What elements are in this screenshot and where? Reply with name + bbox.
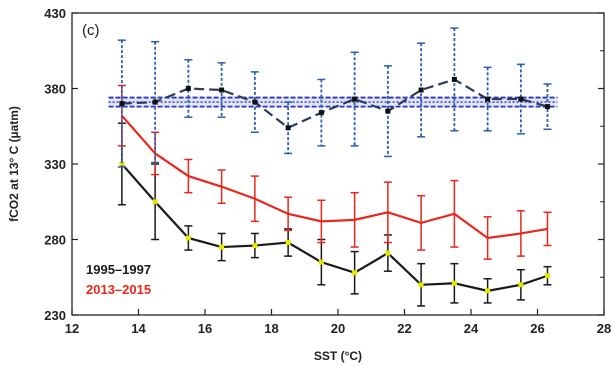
data-point — [544, 104, 550, 110]
x-tick-label: 16 — [198, 321, 212, 336]
data-point — [318, 259, 324, 265]
data-point — [185, 86, 191, 91]
series-layer — [117, 27, 552, 307]
data-point — [485, 96, 491, 102]
data-point — [285, 125, 291, 131]
atmospheric-band — [108, 96, 558, 108]
data-point — [518, 96, 524, 102]
x-tick-label: 12 — [65, 321, 79, 336]
data-point — [352, 270, 358, 276]
data-point — [544, 273, 550, 279]
x-tick-label: 24 — [464, 321, 479, 336]
x-tick-label: 20 — [331, 321, 345, 336]
x-axis-label: SST (°C) — [314, 349, 362, 363]
y-tick-label: 330 — [44, 157, 66, 172]
x-tick-label: 14 — [131, 321, 146, 336]
y-tick-label: 380 — [44, 82, 66, 97]
y-tick-label: 230 — [44, 308, 66, 323]
x-tick-label: 28 — [597, 321, 611, 336]
data-point — [152, 199, 158, 205]
x-tick-label: 22 — [397, 321, 411, 336]
data-point — [285, 240, 291, 246]
data-point — [451, 280, 457, 286]
data-point — [252, 243, 258, 249]
data-point — [119, 161, 125, 167]
data-point — [352, 96, 358, 102]
data-point — [451, 76, 457, 82]
data-point — [219, 87, 225, 93]
data-point — [418, 87, 424, 93]
y-tick-label: 430 — [44, 6, 66, 21]
legend: 1995–1997 2013–2015 — [86, 262, 151, 297]
data-point — [318, 110, 324, 116]
series-third-dataset — [117, 27, 552, 168]
tick-labels: 12 14 16 18 20 22 24 26 28 230 280 330 380 430 — [44, 6, 611, 336]
data-point — [485, 288, 491, 294]
data-point — [418, 282, 424, 288]
legend-label-1995-1997: 1995–1997 — [86, 262, 151, 277]
x-tick-label: 18 — [264, 321, 278, 336]
axis-ticks — [71, 12, 605, 316]
panel-label: (c) — [82, 22, 100, 39]
series-line — [121, 78, 548, 130]
series-2013-2015 — [117, 84, 552, 260]
data-point — [152, 99, 158, 105]
y-tick-label: 280 — [44, 233, 66, 248]
data-point — [185, 235, 191, 241]
series-line — [121, 163, 548, 292]
data-point — [385, 250, 391, 256]
legend-label-2013-2015: 2013–2015 — [86, 282, 151, 297]
series-line — [121, 114, 548, 240]
data-point — [518, 282, 524, 288]
data-point — [385, 108, 391, 114]
data-point — [119, 101, 125, 107]
y-axis-label: fCO2 at 13° C (µatm) — [7, 106, 21, 222]
plot-frame — [71, 12, 605, 316]
data-point — [252, 99, 258, 105]
data-point — [219, 244, 225, 250]
x-tick-label: 26 — [530, 321, 544, 336]
